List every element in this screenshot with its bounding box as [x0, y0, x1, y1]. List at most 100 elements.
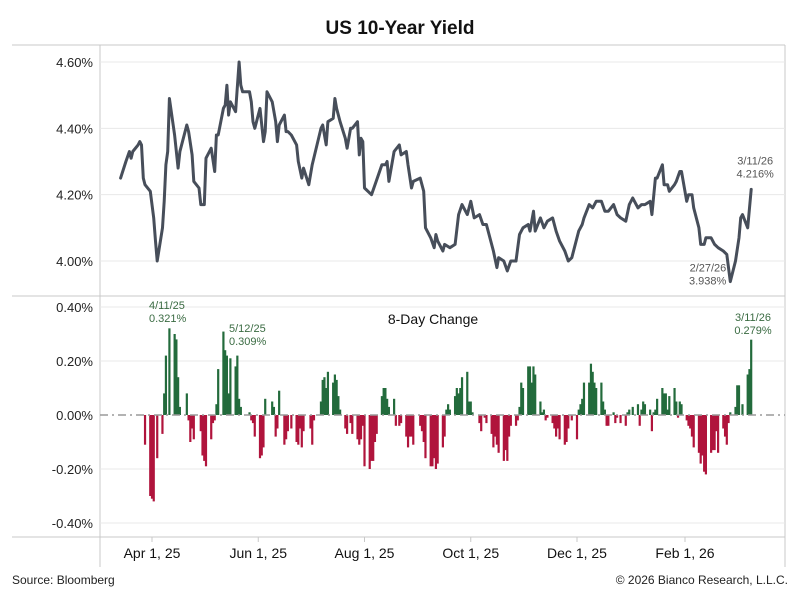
- positive-change-bar: [532, 366, 535, 415]
- positive-change-bar: [542, 409, 546, 415]
- negative-change-bar: [697, 415, 701, 453]
- negative-change-bar: [424, 415, 427, 459]
- negative-change-bar: [638, 415, 641, 426]
- negative-change-bar: [143, 415, 147, 445]
- positive-change-bar: [236, 355, 239, 415]
- negative-change-bar: [370, 415, 373, 461]
- negative-change-bar: [701, 415, 704, 456]
- positive-change-bar: [582, 382, 586, 415]
- positive-change-bar: [469, 401, 472, 415]
- negative-change-bar: [492, 415, 495, 448]
- positive-change-bar: [612, 412, 615, 415]
- negative-change-bar: [295, 415, 298, 442]
- positive-change-bar: [736, 385, 739, 415]
- x-tick-label: Jun 1, 25: [229, 545, 287, 561]
- negative-change-bar: [361, 415, 364, 426]
- positive-change-bar: [680, 404, 683, 415]
- positive-change-bar: [164, 355, 168, 415]
- negative-change-bar: [283, 415, 286, 445]
- positive-change-bar: [741, 404, 744, 415]
- copyright-note: © 2026 Bianco Research, L.L.C.: [615, 573, 788, 587]
- negative-change-bar: [373, 415, 377, 442]
- negative-change-bar: [723, 415, 727, 437]
- positive-change-bar: [178, 406, 181, 415]
- positive-change-bar: [445, 409, 448, 415]
- positive-change-bar: [579, 404, 582, 415]
- negative-change-bar: [394, 415, 397, 426]
- positive-change-bar: [168, 328, 171, 415]
- latest-yield-value-label: 4.216%: [737, 168, 775, 180]
- negative-change-bar: [687, 415, 690, 426]
- negative-change-bar: [494, 415, 497, 437]
- positive-change-bar: [668, 396, 671, 415]
- negative-change-bar: [431, 415, 434, 467]
- peak-change-date-label: 4/11/25: [149, 300, 185, 312]
- negative-change-bar: [614, 415, 617, 424]
- positive-change-bar: [239, 406, 242, 415]
- x-tick-label: Dec 1, 25: [547, 545, 607, 561]
- negative-change-bar: [213, 415, 216, 421]
- positive-change-bar: [666, 409, 669, 415]
- negative-change-bar: [711, 415, 714, 451]
- positive-change-bar: [534, 374, 537, 415]
- change-bars: [143, 328, 753, 502]
- positive-change-bar: [729, 412, 732, 415]
- negative-change-bar: [716, 415, 720, 453]
- positive-change-bar: [185, 393, 188, 415]
- negative-change-bar: [150, 415, 154, 499]
- negative-change-bar: [156, 415, 159, 459]
- negative-change-bar: [443, 415, 446, 437]
- positive-change-bar: [737, 385, 741, 415]
- bottom-panel-title: 8-Day Change: [388, 311, 478, 327]
- positive-change-bar: [323, 377, 326, 415]
- negative-change-bar: [358, 415, 361, 445]
- negative-change-bar: [441, 415, 444, 448]
- negative-change-bar: [192, 415, 195, 440]
- positive-change-bar: [332, 382, 335, 415]
- positive-change-bar: [577, 409, 580, 415]
- positive-change-bar: [382, 388, 385, 415]
- source-note: Source: Bloomberg: [12, 573, 115, 587]
- negative-change-bar: [502, 415, 505, 461]
- positive-change-bar: [459, 388, 462, 415]
- top-y-tick-label: 4.00%: [56, 254, 93, 269]
- negative-change-bar: [190, 415, 194, 429]
- positive-change-bar: [335, 379, 338, 415]
- positive-change-bar: [649, 409, 652, 415]
- positive-change-bar: [631, 406, 634, 415]
- positive-change-bar: [675, 401, 678, 415]
- positive-change-bar: [734, 406, 737, 415]
- negative-change-bar: [689, 415, 692, 429]
- positive-change-bar: [593, 382, 596, 415]
- positive-change-bar: [521, 388, 525, 415]
- x-tick-label: Apr 1, 25: [124, 545, 181, 561]
- negative-change-bar: [412, 415, 415, 445]
- negative-change-bar: [605, 415, 608, 426]
- negative-change-bar: [546, 415, 549, 418]
- negative-change-bar: [570, 415, 573, 421]
- positive-change-bar: [321, 379, 324, 415]
- negative-change-bar: [555, 415, 558, 437]
- negative-change-bar: [345, 415, 349, 434]
- positive-change-bar: [384, 388, 387, 415]
- positive-change-bar: [581, 398, 584, 415]
- top-y-tick-label: 4.60%: [56, 55, 93, 70]
- negative-change-bar: [480, 415, 483, 432]
- latest-change-date-label: 3/11/26: [735, 312, 771, 324]
- positive-change-bar: [448, 409, 451, 415]
- negative-change-bar: [699, 415, 702, 464]
- positive-change-bar: [319, 401, 323, 415]
- positive-change-bar: [177, 377, 180, 415]
- positive-change-bar: [520, 382, 523, 415]
- negative-change-bar: [509, 415, 512, 426]
- positive-change-bar: [626, 412, 629, 415]
- latest-yield-date-label: 3/11/26: [737, 155, 773, 167]
- positive-change-bar: [664, 393, 667, 415]
- positive-change-bar: [217, 369, 220, 415]
- yield-series-line: [119, 60, 753, 284]
- negative-change-bar: [251, 415, 255, 424]
- bottom-y-tick-label: 0.40%: [56, 300, 93, 315]
- negative-change-bar: [436, 415, 439, 464]
- negative-change-bar: [359, 415, 363, 440]
- negative-change-bar: [485, 415, 488, 424]
